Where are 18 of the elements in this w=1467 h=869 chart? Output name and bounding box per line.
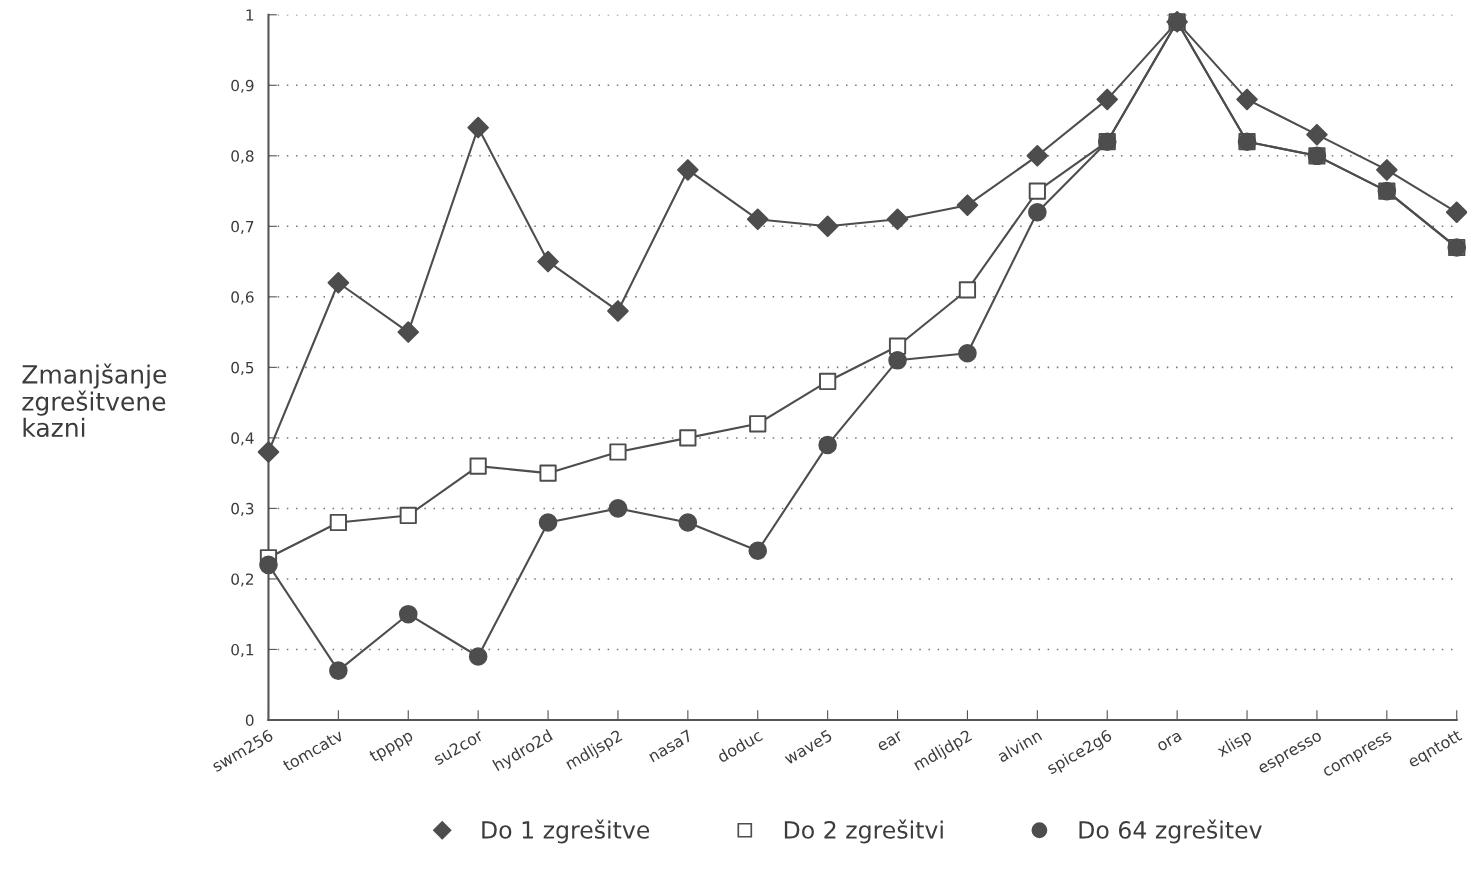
y-tick-label: 1 — [246, 9, 254, 21]
x-tick-label: ora — [1156, 731, 1183, 752]
y-tick-label: 0 — [245, 714, 254, 726]
y-tick-label: 0,9 — [231, 79, 254, 93]
legend-label: Do 1 zgrešitve — [482, 819, 650, 844]
y-tick-label: 0,1 — [231, 643, 254, 658]
x-tick-label: ear — [877, 731, 904, 752]
y-tick-label: 0,2 — [231, 573, 254, 587]
legend-label: Do 2 zgrešitvi — [784, 819, 943, 844]
y-tick-label: 0,5 — [231, 361, 254, 375]
legend-label: Do 64 zgrešitev — [1079, 819, 1262, 844]
y-axis-title: Zmanjšanje zgrešitvene kazni — [22, 363, 167, 438]
y-tick-label: 0,4 — [231, 432, 254, 446]
x-tick-label: xlisp — [1215, 728, 1255, 760]
y-tick-label: 0,7 — [231, 220, 254, 234]
y-tick-label: 0,8 — [231, 150, 254, 164]
y-tick-label: 0,3 — [231, 502, 254, 516]
y-tick-label: 0,6 — [231, 291, 254, 305]
